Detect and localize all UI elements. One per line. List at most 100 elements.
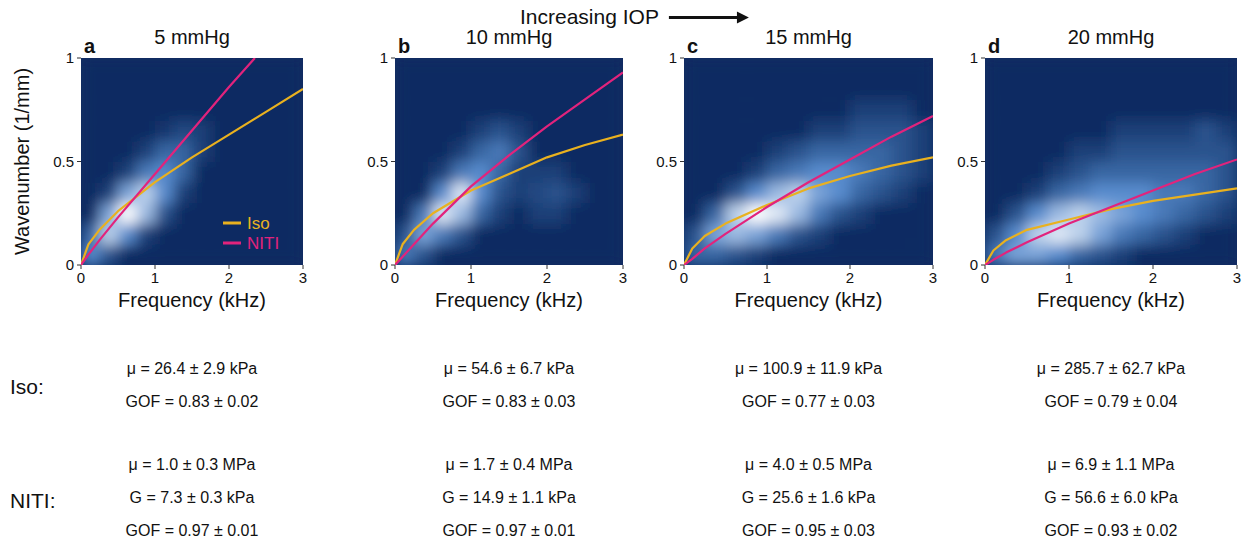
heat-cell — [912, 182, 933, 203]
heat-cell — [433, 58, 453, 79]
heat-cell — [1216, 244, 1237, 265]
heat-cell — [1195, 58, 1217, 79]
heat-cell — [509, 99, 529, 120]
heat-cell — [1174, 99, 1196, 120]
heat-cell — [1132, 182, 1154, 203]
heat-cell — [829, 79, 850, 100]
heat-cell — [871, 99, 892, 120]
heat-cell — [788, 99, 809, 120]
heat-cell — [1216, 120, 1237, 141]
fit-curve — [684, 116, 933, 265]
fit-curve — [985, 188, 1237, 265]
heat-cell — [285, 162, 304, 183]
heat-cell — [1111, 141, 1133, 162]
heat-cell — [1174, 58, 1196, 79]
heat-cell — [1090, 58, 1112, 79]
heat-cell — [1132, 120, 1154, 141]
heat-cell — [1048, 244, 1070, 265]
fit-result: G = 25.6 ± 1.6 kPa — [742, 489, 876, 506]
heat-cell — [985, 120, 1007, 141]
heat-cell — [192, 203, 211, 224]
heat-cell — [684, 162, 705, 183]
fit-result: GOF = 0.97 ± 0.01 — [126, 522, 259, 539]
heat-cell — [1174, 224, 1196, 245]
heat-cell — [1174, 162, 1196, 183]
y-tick-label: 0.5 — [957, 153, 978, 170]
plot-background — [985, 58, 1237, 265]
heat-cell — [528, 99, 548, 120]
heat-cell — [490, 224, 510, 245]
plot-background — [684, 58, 933, 265]
heat-cell — [155, 182, 174, 203]
heat-cell — [1006, 79, 1028, 100]
heat-cell — [211, 120, 230, 141]
heat-cell — [1132, 58, 1154, 79]
heat-cell — [1132, 99, 1154, 120]
heat-cell — [1027, 141, 1049, 162]
heat-cell — [137, 79, 156, 100]
heat-cell — [726, 58, 747, 79]
heat-cell — [1132, 162, 1154, 183]
x-tick-label: 1 — [467, 269, 475, 286]
heat-cell — [118, 58, 137, 79]
heat-cell — [705, 141, 726, 162]
fit-result: μ = 4.0 ± 0.5 MPa — [745, 456, 872, 473]
heat-cell — [433, 141, 453, 162]
heat-cell — [1069, 244, 1091, 265]
fit-result: GOF = 0.93 ± 0.02 — [1045, 522, 1178, 539]
heat-cell — [604, 141, 623, 162]
heat-cell — [490, 79, 510, 100]
heat-cell — [1153, 162, 1175, 183]
heat-cell — [100, 244, 119, 265]
heat-cell — [604, 79, 623, 100]
y-tick-label: 1 — [66, 49, 74, 66]
heat-cell — [528, 182, 548, 203]
y-tick — [981, 58, 985, 59]
heat-cell — [767, 79, 788, 100]
x-tick-label: 2 — [846, 269, 854, 286]
heat-cell — [566, 162, 586, 183]
heat-cell — [285, 141, 304, 162]
fit-result: GOF = 0.77 ± 0.03 — [742, 393, 875, 410]
heat-cell — [547, 79, 567, 100]
heat-cell — [912, 224, 933, 245]
heat-cell — [788, 203, 809, 224]
y-tick — [680, 161, 684, 162]
heat-cell — [509, 120, 529, 141]
heat-cell — [1195, 99, 1217, 120]
x-tick-label: 2 — [543, 269, 551, 286]
heat-cell — [395, 141, 415, 162]
heat-cell — [414, 244, 434, 265]
heat-cell — [100, 79, 119, 100]
plot-area — [81, 58, 303, 265]
heat-cell — [248, 120, 267, 141]
heat-cell — [1195, 224, 1217, 245]
heat-cell — [100, 141, 119, 162]
x-tick-label: 1 — [1065, 269, 1073, 286]
heat-cell — [285, 224, 304, 245]
heat-cell — [433, 79, 453, 100]
heat-cell — [1048, 99, 1070, 120]
heat-cell — [509, 182, 529, 203]
heat-cell — [285, 182, 304, 203]
heat-cell — [452, 120, 472, 141]
legend-label: NITI — [247, 234, 279, 253]
heat-cell — [746, 244, 767, 265]
heat-cell — [1048, 224, 1070, 245]
y-tick-label: 0.5 — [656, 153, 677, 170]
heat-cell — [452, 99, 472, 120]
heat-cell — [1006, 58, 1028, 79]
heat-cell — [985, 141, 1007, 162]
heat-cell — [1174, 182, 1196, 203]
spectrum — [684, 58, 933, 265]
heat-cell — [726, 141, 747, 162]
heat-cell — [155, 99, 174, 120]
heat-cell — [137, 224, 156, 245]
panel-title: 10 mmHg — [466, 26, 553, 48]
heat-cell — [1153, 203, 1175, 224]
heat-cell — [1048, 141, 1070, 162]
heat-cell — [471, 224, 491, 245]
heat-cell — [566, 203, 586, 224]
heat-cell — [285, 203, 304, 224]
heat-cell — [547, 162, 567, 183]
